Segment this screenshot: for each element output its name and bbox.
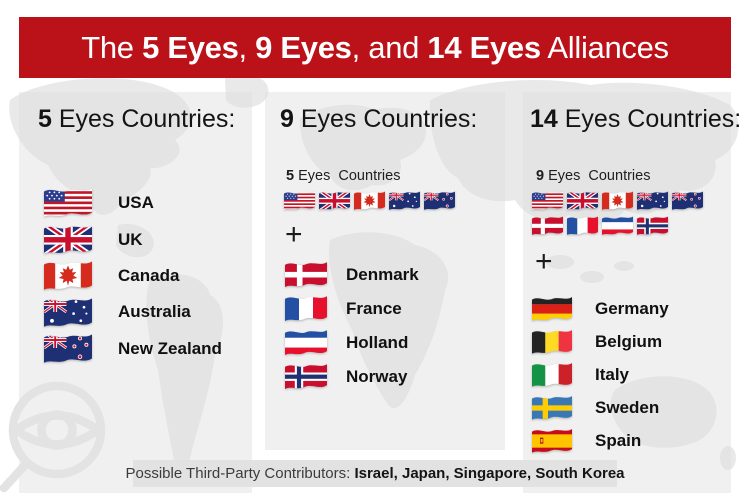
country-row: Belgium bbox=[532, 325, 669, 358]
flag-uk-icon bbox=[44, 223, 92, 257]
country-label: Sweden bbox=[595, 397, 660, 417]
country-row: Denmark bbox=[285, 258, 419, 292]
flag-sweden-icon bbox=[532, 395, 572, 420]
country-row: Holland bbox=[285, 326, 419, 360]
flag-usa-icon bbox=[532, 191, 563, 210]
country-label: Spain bbox=[595, 430, 642, 450]
flag-uk-icon bbox=[319, 191, 350, 210]
flag-italy-icon bbox=[532, 362, 572, 387]
flag-australia-icon bbox=[44, 296, 92, 330]
flag-belgium-icon bbox=[532, 329, 572, 354]
flag-usa-icon bbox=[284, 191, 315, 210]
country-row: Spain bbox=[532, 424, 669, 457]
country-row: Germany bbox=[532, 292, 669, 325]
flag-france-icon bbox=[285, 296, 327, 322]
banner-title-segment: Alliances bbox=[540, 29, 669, 65]
subset-text: Eyes Countries bbox=[294, 168, 401, 184]
country-label: Norway bbox=[346, 367, 408, 386]
heading-text: Eyes Countries: bbox=[557, 105, 742, 133]
five-eyes-card: 5 Eyes Countries: USA UK Canada Australia Ne… bbox=[19, 92, 252, 493]
plus-sign: + bbox=[535, 245, 553, 278]
subset-number: 5 bbox=[286, 168, 295, 184]
banner: The 5 Eyes, 9 Eyes, and 14 Eyes Alliance… bbox=[19, 17, 731, 78]
heading-number: 5 bbox=[38, 105, 52, 133]
flag-norway-icon bbox=[637, 216, 668, 235]
footer-note: Possible Third-Party Contributors: Israe… bbox=[125, 460, 625, 487]
country-label: New Zealand bbox=[118, 338, 222, 358]
flag-norway-icon bbox=[285, 364, 327, 390]
flag-denmark-icon bbox=[285, 262, 327, 288]
flag-canada-icon bbox=[44, 261, 92, 290]
five-eyes-mini-flags bbox=[284, 190, 455, 212]
banner-title-segment: 14 Eyes bbox=[427, 29, 541, 65]
flag-newzealand-icon bbox=[424, 190, 455, 212]
subset-text: Eyes Countries bbox=[544, 168, 651, 184]
flag-uk-icon bbox=[567, 191, 598, 210]
five-eyes-heading: 5 Eyes Countries: bbox=[38, 105, 235, 134]
country-row: Italy bbox=[532, 358, 669, 391]
country-row: New Zealand bbox=[44, 331, 222, 367]
country-label: Holland bbox=[346, 333, 409, 352]
nine-eyes-mini-flags-row1 bbox=[532, 190, 703, 212]
subset-label-nine-eyes: 9 Eyes Countries bbox=[536, 168, 650, 184]
nine-eyes-country-list: Denmark France Holland Norway bbox=[285, 258, 419, 394]
page-title: The 5 Eyes, 9 Eyes, and 14 Eyes Alliance… bbox=[81, 30, 669, 66]
heading-text: Eyes Countries: bbox=[293, 105, 478, 133]
subset-label-five-eyes: 5 Eyes Countries bbox=[286, 168, 400, 184]
plus-sign: + bbox=[285, 218, 303, 251]
flag-australia-icon bbox=[637, 190, 668, 212]
footer-label: Possible Third-Party Contributors: bbox=[125, 465, 355, 482]
subset-number: 9 bbox=[536, 168, 545, 184]
banner-title-segment: 9 Eyes bbox=[255, 29, 352, 65]
flag-spain-icon bbox=[532, 428, 572, 453]
country-label: Germany bbox=[595, 298, 669, 318]
footer-contributors: Israel, Japan, Singapore, South Korea bbox=[354, 465, 625, 482]
country-row: USA bbox=[44, 185, 222, 221]
flag-canada-icon bbox=[354, 191, 385, 210]
country-row: Canada bbox=[44, 258, 222, 294]
banner-title-segment: , bbox=[238, 29, 256, 65]
flag-canada-icon bbox=[602, 191, 633, 210]
country-label: Australia bbox=[118, 302, 191, 322]
country-label: UK bbox=[118, 229, 143, 249]
flag-france-icon bbox=[567, 216, 598, 235]
fourteen-eyes-heading: 14 Eyes Countries: bbox=[530, 105, 741, 134]
country-label: Canada bbox=[118, 265, 180, 285]
country-label: USA bbox=[118, 193, 154, 213]
country-label: Denmark bbox=[346, 265, 419, 284]
country-row: UK bbox=[44, 221, 222, 257]
country-label: France bbox=[346, 299, 402, 318]
country-row: France bbox=[285, 292, 419, 326]
heading-number: 14 bbox=[530, 105, 558, 133]
flag-usa-icon bbox=[44, 188, 92, 218]
country-row: Norway bbox=[285, 360, 419, 394]
flag-holland-icon bbox=[285, 330, 327, 356]
banner-title-segment: The bbox=[81, 29, 143, 65]
fourteen-eyes-card: 14 Eyes Countries: 9 Eyes Countries + Ge… bbox=[523, 92, 741, 493]
fourteen-eyes-country-list: Germany Belgium Italy Sweden Spain bbox=[532, 292, 669, 457]
five-eyes-country-list: USA UK Canada Australia New Zealand bbox=[44, 185, 222, 367]
country-label: Italy bbox=[595, 364, 630, 384]
flag-newzealand-icon bbox=[672, 190, 703, 212]
country-label: Belgium bbox=[595, 331, 663, 351]
flag-australia-icon bbox=[389, 190, 420, 212]
country-row: Sweden bbox=[532, 391, 669, 424]
nine-eyes-mini-flags-row2 bbox=[532, 215, 668, 237]
country-row: Australia bbox=[44, 294, 222, 330]
banner-title-segment: , and bbox=[351, 29, 428, 65]
flag-germany-icon bbox=[532, 296, 572, 321]
eye-magnifier-watermark-icon bbox=[0, 381, 106, 493]
banner-title-segment: 5 Eyes bbox=[142, 29, 239, 65]
flag-denmark-icon bbox=[532, 216, 563, 235]
flag-holland-icon bbox=[602, 216, 633, 235]
heading-number: 9 bbox=[280, 105, 294, 133]
heading-text: Eyes Countries: bbox=[51, 105, 236, 133]
nine-eyes-heading: 9 Eyes Countries: bbox=[280, 105, 477, 134]
nine-eyes-card: 9 Eyes Countries: 5 Eyes Countries + Den… bbox=[265, 92, 505, 450]
